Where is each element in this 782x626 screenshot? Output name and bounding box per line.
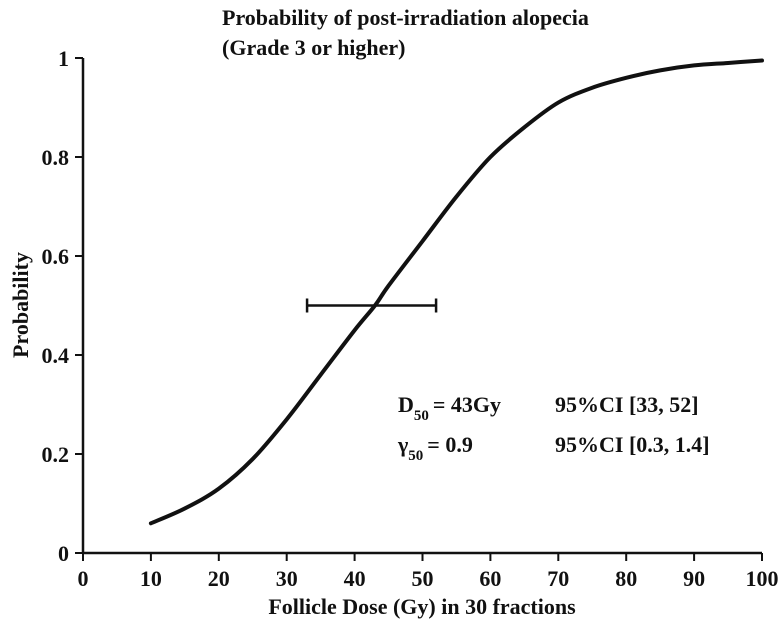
x-tick-label: 10 xyxy=(140,566,162,591)
x-tick-label: 30 xyxy=(276,566,298,591)
y-tick-label: 0.6 xyxy=(42,244,70,269)
chart-title: Probability of post-irradiation alopecia xyxy=(222,5,589,30)
x-axis-ticks: 0 10 20 30 40 50 60 70 80 90 100 xyxy=(78,553,779,591)
annotation-d50-subscript: 50 xyxy=(414,408,429,424)
annotation-gamma50-ci: 95%CI [0.3, 1.4] xyxy=(555,432,710,457)
chart-title-group: Probability of post-irradiation alopecia… xyxy=(222,5,589,60)
annotation-gamma50: γ50 = 0.9 95%CI [0.3, 1.4] xyxy=(397,432,710,464)
x-tick-label: 100 xyxy=(746,566,779,591)
x-tick-label: 50 xyxy=(412,566,434,591)
annotation-d50-symbol: D xyxy=(398,392,414,417)
annotation-gamma50-value: = 0.9 xyxy=(427,432,473,457)
annotation-gamma50-text: γ50 = 0.9 xyxy=(397,432,473,464)
x-tick-label: 40 xyxy=(344,566,366,591)
annotation-d50: D50 = 43Gy 95%CI [33, 52] xyxy=(398,392,699,424)
x-tick-label: 60 xyxy=(479,566,501,591)
annotation-gamma50-subscript: 50 xyxy=(408,448,423,464)
x-tick-label: 20 xyxy=(208,566,230,591)
y-tick-label: 1 xyxy=(58,46,69,71)
x-tick-label: 0 xyxy=(78,566,89,591)
annotation-d50-text: D50 = 43Gy xyxy=(398,392,501,424)
x-tick-label: 90 xyxy=(683,566,705,591)
x-axis-title: Follicle Dose (Gy) in 30 fractions xyxy=(268,594,576,619)
y-tick-label: 0.8 xyxy=(42,145,70,170)
annotation-gamma50-symbol: γ xyxy=(397,432,408,457)
x-tick-label: 80 xyxy=(615,566,637,591)
series-layer xyxy=(148,58,764,526)
error-bar xyxy=(305,298,438,313)
y-axis-ticks: 0 0.2 0.4 0.6 0.8 1 xyxy=(42,46,83,566)
y-tick-label: 0 xyxy=(58,541,69,566)
series-line-0 xyxy=(148,58,764,526)
annotation-d50-value: = 43Gy xyxy=(433,392,501,417)
x-tick-label: 70 xyxy=(547,566,569,591)
y-tick-label: 0.2 xyxy=(42,442,70,467)
y-tick-label: 0.4 xyxy=(42,343,70,368)
chart-subtitle: (Grade 3 or higher) xyxy=(222,35,406,60)
y-axis-title: Probability xyxy=(8,252,33,358)
annotation-d50-ci: 95%CI [33, 52] xyxy=(555,392,699,417)
